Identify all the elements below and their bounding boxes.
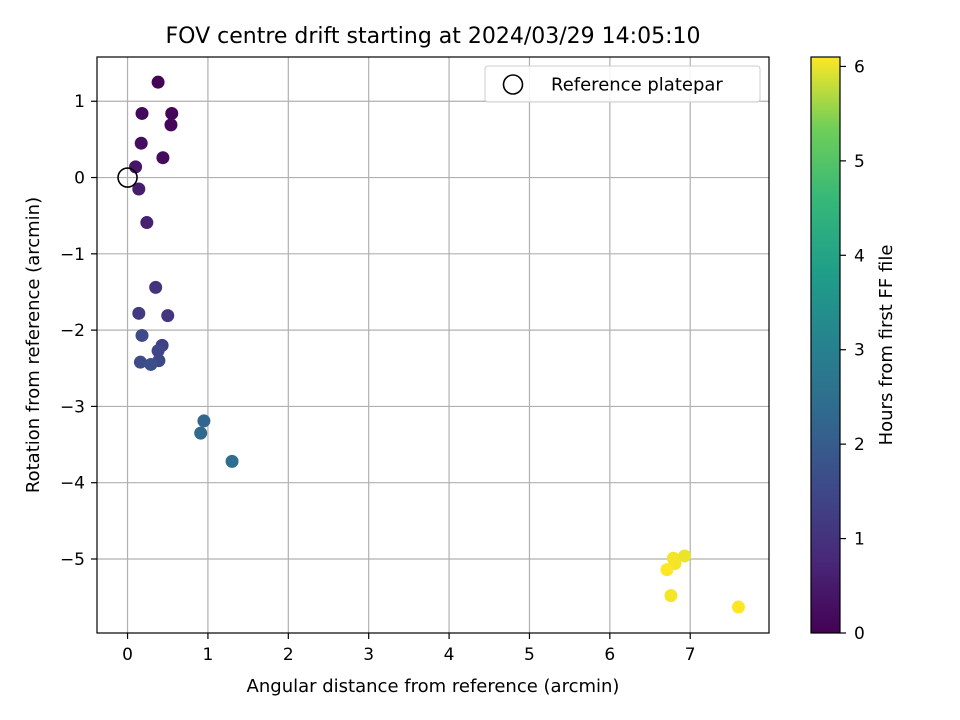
data-point (134, 136, 148, 150)
y-tick-label: −1 (60, 245, 85, 265)
grid-lines (97, 57, 769, 633)
colorbar-tick-label: 2 (854, 435, 865, 455)
colorbar-tick-label: 1 (854, 530, 865, 550)
data-point (133, 355, 147, 369)
data-point (132, 306, 146, 320)
legend-label: Reference platepar (551, 75, 723, 96)
data-point (149, 280, 163, 294)
x-tick-label: 6 (604, 645, 615, 665)
colorbar-ticks: 0 1 2 3 4 5 6 (840, 57, 865, 644)
data-points (129, 75, 745, 614)
legend: Reference platepar (484, 65, 761, 103)
x-tick-label: 4 (444, 645, 455, 665)
y-tick-label: −5 (60, 550, 85, 570)
colorbar-tick-label: 6 (854, 57, 865, 77)
data-point (132, 182, 146, 196)
data-point (135, 106, 149, 120)
data-point (194, 426, 208, 440)
data-point (197, 414, 211, 428)
colorbar: 0 1 2 3 4 5 6 Hours from first FF file (810, 56, 897, 644)
x-tick-label: 1 (203, 645, 214, 665)
data-point (156, 151, 170, 165)
plot-frame (96, 56, 770, 634)
data-point (140, 216, 154, 230)
colorbar-label: Hours from first FF file (876, 245, 897, 446)
y-tick-label: 1 (74, 92, 85, 112)
data-point (678, 549, 692, 563)
data-point (225, 454, 239, 468)
chart-title: FOV centre drift starting at 2024/03/29 … (166, 24, 701, 49)
y-tick-label: 0 (74, 169, 85, 189)
colorbar-tick-label: 4 (854, 246, 865, 266)
x-tick-label: 2 (283, 645, 294, 665)
x-tick-label: 0 (122, 645, 133, 665)
legend-box (484, 65, 761, 103)
data-point (135, 328, 149, 342)
y-axis-label: Rotation from reference (arcmin) (23, 197, 44, 493)
data-point (144, 357, 158, 371)
x-tick-label: 3 (363, 645, 374, 665)
data-point (731, 600, 745, 614)
colorbar-tick-label: 3 (854, 341, 865, 361)
colorbar-tick-label: 0 (854, 624, 865, 644)
data-point (664, 589, 678, 603)
data-point (151, 344, 165, 358)
data-point (660, 563, 674, 577)
data-point (161, 309, 175, 323)
y-tick-label: −3 (60, 397, 85, 417)
data-point (164, 118, 178, 132)
y-tick-label: −4 (60, 474, 85, 494)
legend-open-circle-icon (502, 74, 524, 95)
x-tick-label: 7 (685, 645, 696, 665)
data-point (151, 75, 165, 89)
data-point (165, 106, 179, 120)
reference-platepar-marker (117, 167, 138, 188)
y-tick-label: −2 (60, 321, 85, 341)
colorbar-gradient (810, 56, 841, 634)
x-axis-label: Angular distance from reference (arcmin) (247, 676, 620, 697)
x-tick-label: 5 (524, 645, 535, 665)
colorbar-tick-label: 5 (854, 152, 865, 172)
axis-ticks: 0 1 2 3 4 5 6 7 1 0 −1 −2 −3 −4 −5 (60, 92, 696, 665)
